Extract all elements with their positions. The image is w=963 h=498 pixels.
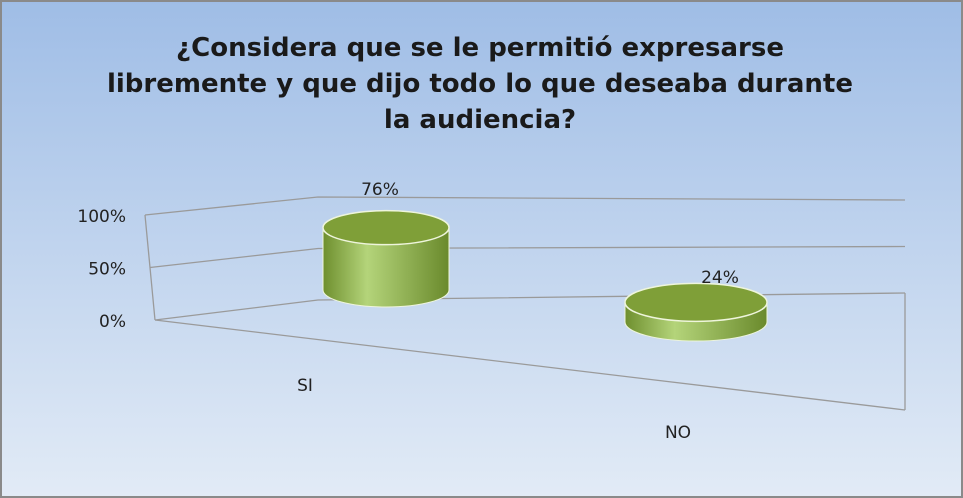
bar-top	[322, 209, 450, 246]
bar-top	[624, 282, 768, 323]
bar	[322, 227, 450, 308]
x-tick-label: NO	[665, 423, 691, 443]
value-label: 76%	[361, 180, 399, 200]
y-tick-label: 100%	[77, 207, 126, 227]
x-tick-label: SI	[297, 376, 313, 396]
grid-line	[144, 196, 906, 216]
floor-edge	[154, 319, 906, 411]
value-label: 24%	[701, 268, 739, 288]
grid-line	[149, 245, 906, 269]
y-tick-label: 0%	[99, 312, 126, 332]
chart-title: ¿Considera que se le permitió expresarse…	[106, 33, 853, 135]
y-tick-label: 50%	[88, 260, 126, 280]
